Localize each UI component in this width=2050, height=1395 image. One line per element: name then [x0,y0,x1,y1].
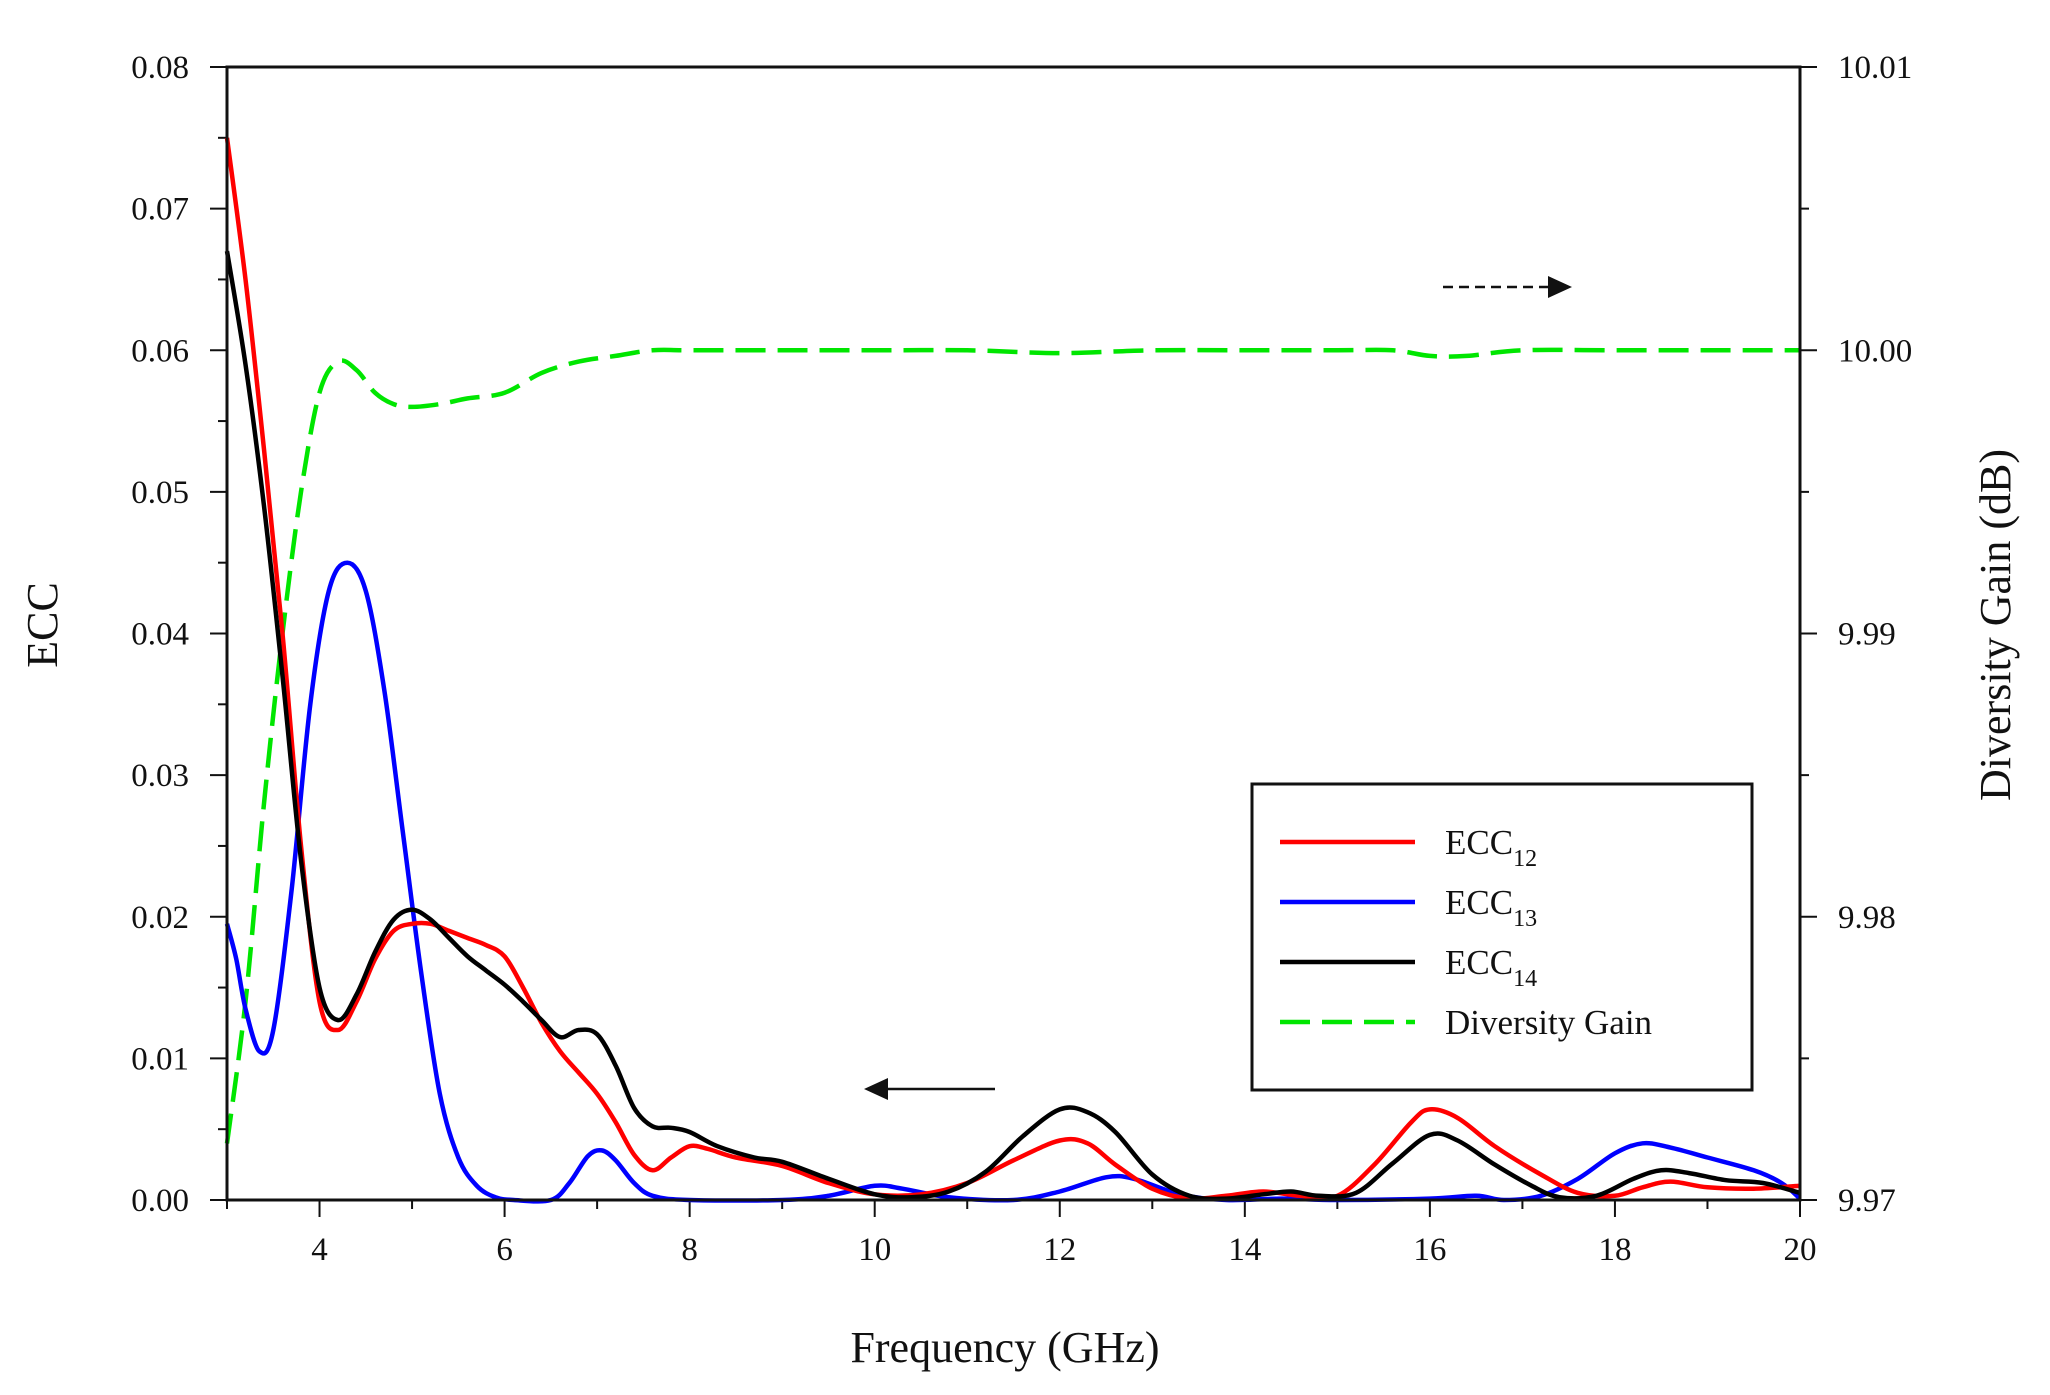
y-tick-label: 0.02 [131,900,189,936]
tick-labels: 4 6 8 10 12 14 16 18 20 0.00 0.01 0.02 0.03 0.04 0.05 0… [131,50,1912,1268]
x-tick-label: 6 [496,1232,513,1268]
ticks-layer [210,66,1817,1217]
legend-label-subscript: 13 [1513,906,1537,932]
plot-frame [225,65,1802,1202]
series-line-diversity-gain [224,347,1800,1144]
x-axis-title: Frequency (GHz) [850,1323,1159,1372]
y-tick-label: 0.05 [131,475,189,511]
y2-tick-label: 9.97 [1838,1183,1896,1219]
y-tick-label: 0.08 [131,50,189,86]
x-tick-label: 16 [1413,1232,1446,1268]
legend-box [1250,782,1754,1092]
legend-label-subscript: 12 [1513,846,1537,872]
y2-tick-label: 10.00 [1838,333,1912,369]
x-tick-label: 4 [311,1232,328,1268]
x-tick-label: 8 [681,1232,698,1268]
right-arrow-icon [1548,276,1572,298]
y-tick-label: 0.07 [131,192,189,228]
left-arrow-icon [864,1078,888,1100]
y2-tick-label: 9.98 [1838,900,1896,936]
x-tick-label: 18 [1598,1232,1631,1268]
series-line-ecc-14 [224,250,1801,1202]
x-tick-label: 14 [1228,1232,1261,1268]
y2-tick-label: 9.99 [1838,617,1896,653]
y-axis-title: ECC [18,582,67,668]
x-tick-label: 12 [1043,1232,1076,1268]
annotation-arrows [864,276,1572,1100]
y-tick-label: 0.03 [131,758,189,794]
y-tick-label: 0.01 [131,1041,189,1077]
y-tick-label: 0.04 [131,617,189,653]
legend-label-subscript: 14 [1513,966,1537,992]
series-line-ecc-12 [224,137,1801,1202]
x-tick-label: 10 [858,1232,891,1268]
y-tick-label: 0.06 [131,333,189,369]
y2-tick-label: 10.01 [1838,50,1912,86]
y2-axis-title: Diversity Gain (dB) [1971,449,2020,801]
x-tick-label: 20 [1784,1232,1817,1268]
y-tick-label: 0.00 [131,1183,189,1219]
legend-label: Diversity Gain [1445,1003,1652,1042]
